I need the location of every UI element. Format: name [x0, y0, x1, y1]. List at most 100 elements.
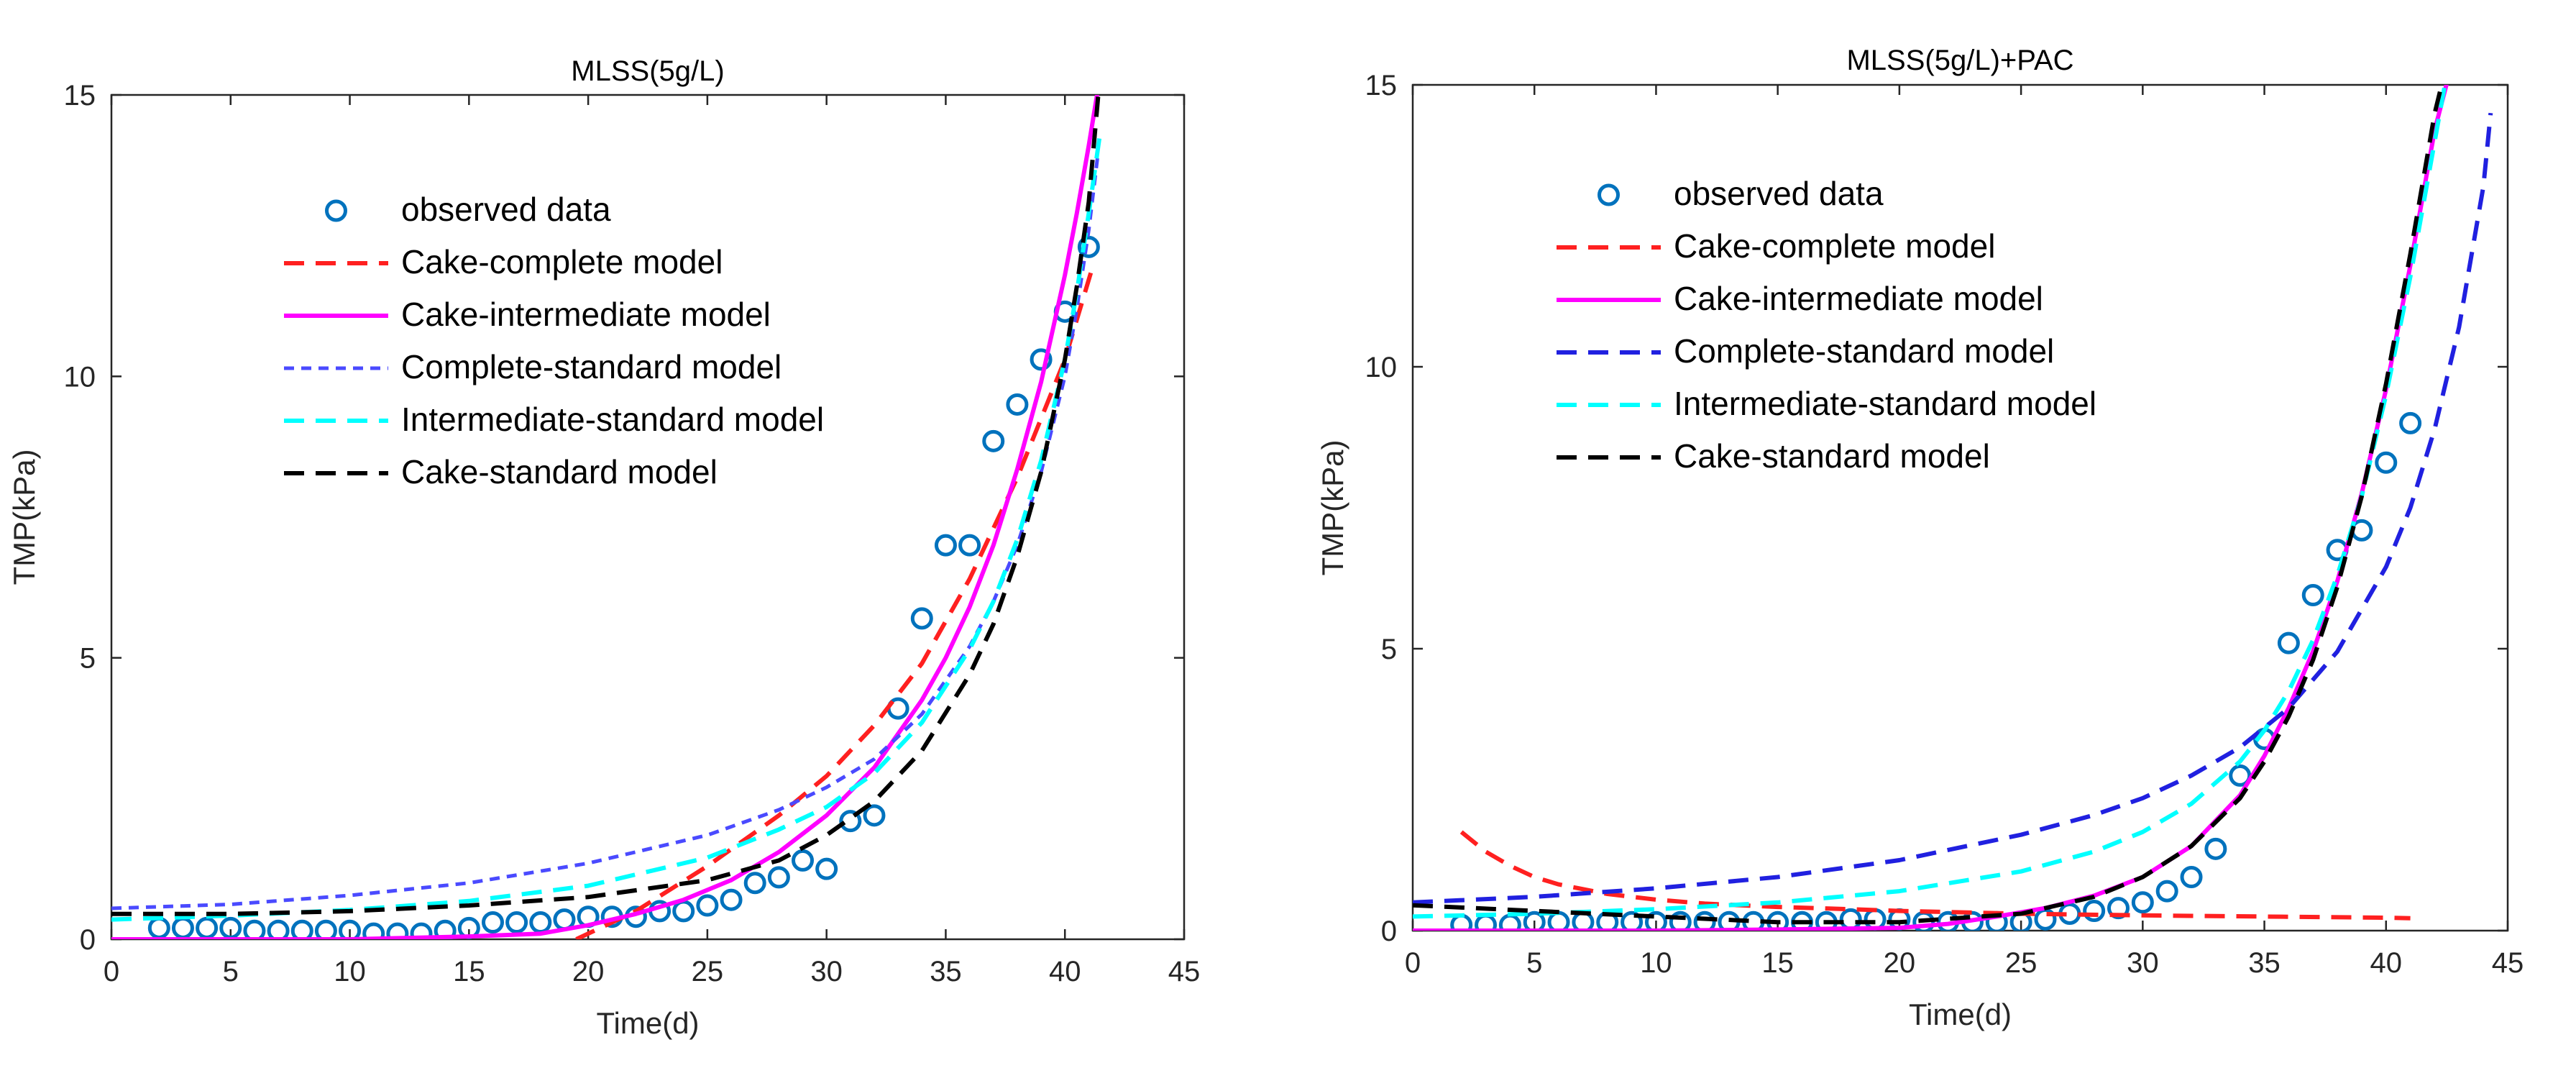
- y-tick-label: 15: [64, 80, 96, 111]
- legend-label-observed: observed data: [1674, 175, 1884, 212]
- observed-data-point: [2107, 897, 2130, 920]
- observed-data-point: [434, 919, 457, 939]
- x-tick-label: 20: [572, 956, 605, 987]
- observed-data-point: [2083, 900, 2106, 923]
- series-line-intermediate-standard-model: [111, 128, 1103, 922]
- legend: observed data Cake-complete model Cake-int…: [284, 191, 824, 490]
- observed-data-point: [743, 872, 766, 895]
- observed-data-point: [958, 534, 981, 557]
- observed-data-point: [362, 922, 385, 939]
- observed-data-point: [267, 919, 290, 939]
- y-tick-label: 5: [1381, 634, 1397, 665]
- observed-data-point: [1693, 910, 1716, 931]
- legend-label: Complete-standard model: [1674, 332, 2054, 370]
- series-line-cake-standard-model: [1413, 85, 2444, 925]
- observed-data-point: [410, 922, 433, 939]
- y-tick-label: 5: [80, 643, 96, 675]
- legend-label-observed: observed data: [401, 191, 611, 228]
- x-tick-label: 25: [692, 956, 724, 987]
- x-tick-label: 45: [2492, 947, 2524, 979]
- x-tick-label: 10: [1640, 947, 1672, 979]
- x-tick-label: 15: [1761, 947, 1794, 979]
- y-tick-label: 0: [1381, 916, 1397, 947]
- series-line-complete-standard-model: [1413, 112, 2493, 905]
- x-tick-label: 5: [223, 956, 239, 987]
- x-tick-label: 35: [2248, 947, 2281, 979]
- data-layer: [1413, 85, 2493, 931]
- legend-label: Cake-intermediate model: [401, 296, 771, 333]
- x-tick-label: 30: [2127, 947, 2159, 979]
- legend-label: Cake-complete model: [401, 243, 723, 280]
- observed-data-point: [2277, 631, 2300, 654]
- y-axis-label: TMP(kPa): [1316, 440, 1349, 576]
- x-tick-label: 30: [810, 956, 843, 987]
- observed-data-point: [2399, 411, 2422, 434]
- observed-data-point: [1030, 348, 1053, 371]
- legend-marker-observed: [325, 199, 347, 222]
- observed-data-point: [982, 429, 1005, 452]
- legend: observed data Cake-complete model Cake-int…: [1557, 175, 2096, 475]
- legend-label: Complete-standard model: [401, 348, 781, 385]
- legend-label: Cake-complete model: [1674, 227, 1995, 265]
- legend-label: Cake-intermediate model: [1674, 280, 2043, 317]
- observed-data-point: [696, 894, 719, 917]
- observed-data-point: [1523, 910, 1546, 931]
- chart-title: MLSS(5g/L): [571, 55, 724, 87]
- observed-data-point: [1621, 910, 1644, 931]
- x-axis-label: Time(d): [596, 1006, 699, 1040]
- observed-data-point: [720, 888, 743, 911]
- observed-data-point: [1644, 910, 1667, 931]
- plot-area: [110, 93, 1186, 941]
- observed-data-point: [792, 849, 815, 872]
- observed-data-point: [243, 919, 266, 939]
- legend-label: Cake-standard model: [401, 453, 718, 490]
- y-axis-label: TMP(kPa): [7, 449, 41, 585]
- observed-data-point: [1006, 393, 1029, 416]
- observed-data-point: [2301, 584, 2324, 607]
- observed-data-point: [2204, 837, 2227, 860]
- observed-data-point: [2131, 891, 2154, 914]
- observed-data-point: [934, 534, 957, 557]
- chart-panel-right: 0 5 10 15 20 25 30 35 40 45 0 5 10 15 MLSS(5g/L)+PAC Ti…: [1316, 45, 2524, 1031]
- x-tick-label: 25: [2005, 947, 2038, 979]
- legend-label: Intermediate-standard model: [401, 401, 824, 438]
- observed-data-point: [815, 857, 838, 880]
- observed-data-point: [839, 810, 862, 833]
- series-line-complete-standard-model: [111, 151, 1101, 910]
- x-axis-label: Time(d): [1909, 998, 2012, 1031]
- observed-data-point: [314, 919, 337, 939]
- observed-data-point: [2229, 764, 2252, 787]
- series-line-cake-complete-model: [575, 263, 1096, 939]
- observed-data-point: [2375, 451, 2398, 474]
- observed-data-point: [863, 804, 886, 827]
- legend-marker-observed: [1598, 183, 1620, 206]
- observed-data-point: [2155, 880, 2178, 903]
- observed-data-point: [2180, 866, 2203, 889]
- observed-data-point: [767, 866, 790, 889]
- x-tick-label: 45: [1168, 956, 1201, 987]
- observed-data-point: [910, 607, 933, 630]
- chart-panel-left: 0 5 10 15 20 25 30 35 40 45 0 5 10 15 MLSS(5g/L) Time(d…: [7, 55, 1200, 1040]
- x-tick-label: 10: [334, 956, 366, 987]
- x-tick-label: 15: [453, 956, 485, 987]
- y-tick-label: 10: [64, 361, 96, 393]
- x-tick-label: 5: [1526, 947, 1542, 979]
- legend-label: Cake-standard model: [1674, 437, 1990, 475]
- legend-label: Intermediate-standard model: [1674, 385, 2096, 422]
- observed-data-point: [1077, 235, 1100, 258]
- series-line-intermediate-standard-model: [1413, 85, 2447, 919]
- x-tick-label: 0: [1405, 947, 1421, 979]
- y-tick-label: 10: [1365, 352, 1398, 383]
- observed-data-point: [290, 919, 313, 939]
- y-tick-label: 15: [1365, 70, 1398, 101]
- observed-data-point: [339, 919, 362, 939]
- observed-data-point: [481, 911, 504, 934]
- x-tick-label: 35: [930, 956, 962, 987]
- series-line-cake-intermediate-model: [111, 95, 1099, 939]
- x-tick-label: 0: [104, 956, 119, 987]
- observed-data-point: [1669, 910, 1692, 931]
- x-tick-label: 40: [2370, 947, 2403, 979]
- plot-area: [1411, 83, 2509, 932]
- data-layer: [111, 95, 1103, 939]
